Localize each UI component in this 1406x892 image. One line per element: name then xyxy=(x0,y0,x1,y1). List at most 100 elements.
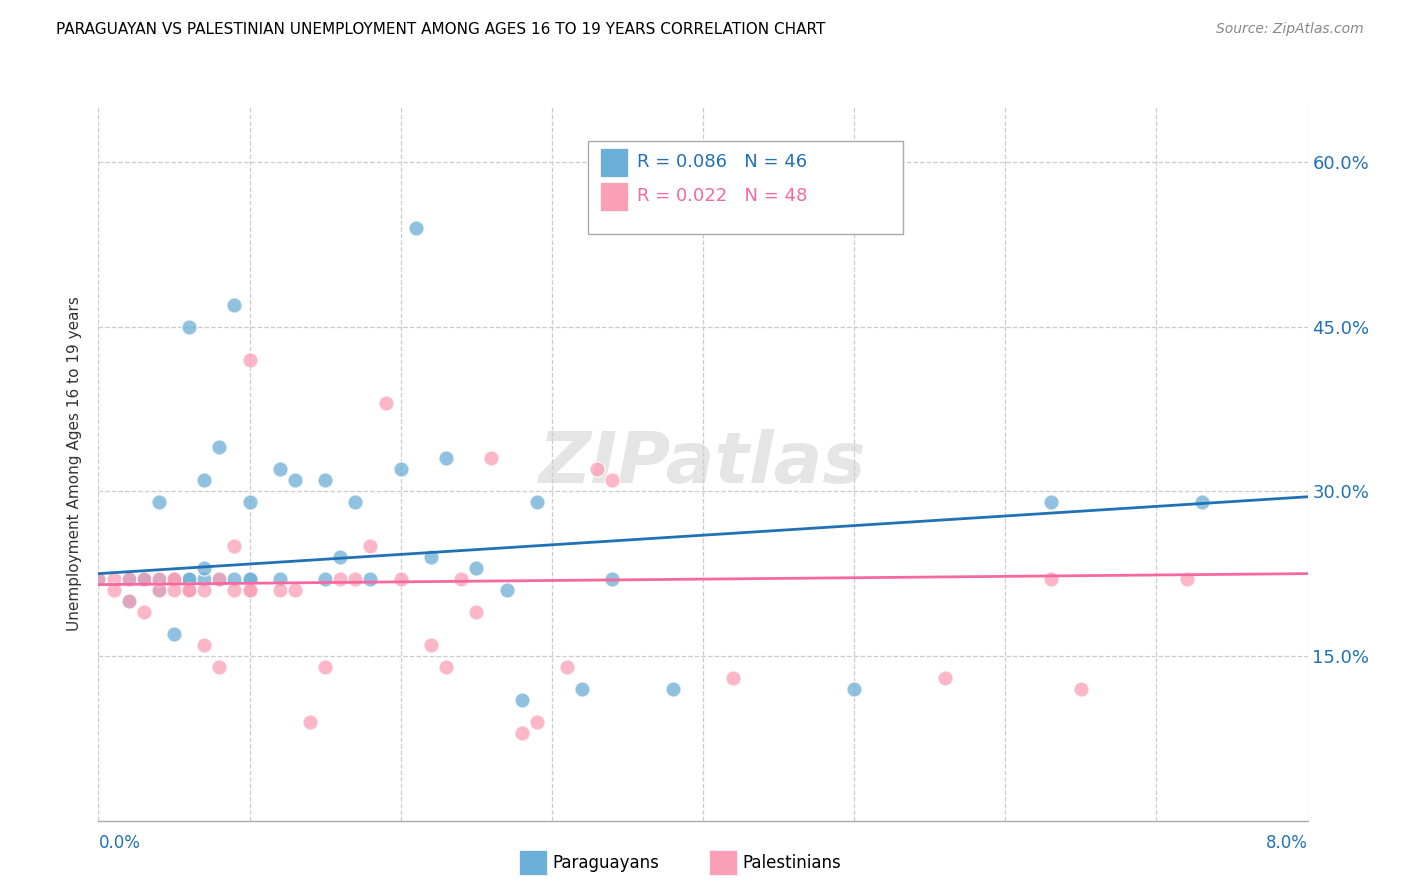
Point xyxy=(148,583,170,598)
Point xyxy=(555,660,578,674)
Point xyxy=(179,572,201,586)
Point xyxy=(360,572,382,586)
Point xyxy=(450,572,472,586)
Y-axis label: Unemployment Among Ages 16 to 19 years: Unemployment Among Ages 16 to 19 years xyxy=(67,296,83,632)
Point xyxy=(571,681,593,696)
Text: Paraguayans: Paraguayans xyxy=(553,854,659,871)
Point xyxy=(163,572,186,586)
Point xyxy=(132,572,155,586)
Point xyxy=(374,396,396,410)
Point xyxy=(510,726,533,740)
Point xyxy=(526,714,548,729)
Point xyxy=(510,693,533,707)
Point xyxy=(434,660,457,674)
Point xyxy=(420,550,443,565)
Point xyxy=(314,572,336,586)
Point xyxy=(132,572,155,586)
Point xyxy=(239,572,262,586)
Point xyxy=(602,473,624,487)
Point xyxy=(844,681,866,696)
Point xyxy=(1039,572,1062,586)
Text: R = 0.022   N = 48: R = 0.022 N = 48 xyxy=(637,187,807,205)
Point xyxy=(193,561,215,575)
Point xyxy=(314,473,336,487)
Point xyxy=(193,473,215,487)
Text: R = 0.086   N = 46: R = 0.086 N = 46 xyxy=(637,153,807,171)
Point xyxy=(118,594,141,608)
Point xyxy=(132,605,155,619)
Point xyxy=(329,550,352,565)
Point xyxy=(148,495,170,509)
Point xyxy=(344,572,367,586)
Point xyxy=(118,572,141,586)
Point xyxy=(208,572,231,586)
Point xyxy=(269,572,291,586)
Point xyxy=(148,583,170,598)
Point xyxy=(239,583,262,598)
Point xyxy=(239,583,262,598)
Point xyxy=(193,572,215,586)
Point xyxy=(148,572,170,586)
Point xyxy=(208,441,231,455)
Point xyxy=(179,583,201,598)
Point xyxy=(163,583,186,598)
Point xyxy=(420,638,443,652)
Point xyxy=(132,572,155,586)
Point xyxy=(87,572,110,586)
Point xyxy=(224,572,246,586)
Point xyxy=(1039,495,1062,509)
Point xyxy=(239,352,262,367)
Point xyxy=(360,539,382,553)
Point xyxy=(193,583,215,598)
Point xyxy=(602,572,624,586)
Point xyxy=(224,539,246,553)
Point xyxy=(179,583,201,598)
Point xyxy=(179,583,201,598)
Point xyxy=(163,627,186,641)
Point xyxy=(193,638,215,652)
Point xyxy=(208,660,231,674)
Point xyxy=(208,572,231,586)
Point xyxy=(723,671,745,685)
Point xyxy=(495,583,517,598)
Text: Source: ZipAtlas.com: Source: ZipAtlas.com xyxy=(1216,22,1364,37)
Point xyxy=(269,462,291,476)
Point xyxy=(465,605,488,619)
Point xyxy=(87,572,110,586)
Text: Palestinians: Palestinians xyxy=(742,854,841,871)
Point xyxy=(1191,495,1213,509)
Text: 8.0%: 8.0% xyxy=(1265,834,1308,852)
Point xyxy=(103,583,125,598)
Point xyxy=(299,714,322,729)
Point xyxy=(224,298,246,312)
Point xyxy=(662,681,685,696)
Point xyxy=(1070,681,1092,696)
Point xyxy=(344,495,367,509)
Point xyxy=(269,583,291,598)
Point xyxy=(163,572,186,586)
Text: ZIPatlas: ZIPatlas xyxy=(540,429,866,499)
Point xyxy=(163,572,186,586)
Point xyxy=(284,583,307,598)
Point xyxy=(224,583,246,598)
Text: 0.0%: 0.0% xyxy=(98,834,141,852)
Point xyxy=(405,220,427,235)
Point xyxy=(148,572,170,586)
Point xyxy=(1175,572,1198,586)
Point xyxy=(526,495,548,509)
Point xyxy=(103,572,125,586)
Point xyxy=(465,561,488,575)
Text: PARAGUAYAN VS PALESTINIAN UNEMPLOYMENT AMONG AGES 16 TO 19 YEARS CORRELATION CHA: PARAGUAYAN VS PALESTINIAN UNEMPLOYMENT A… xyxy=(56,22,825,37)
Point xyxy=(329,572,352,586)
Point xyxy=(389,572,412,586)
Point xyxy=(934,671,956,685)
Point xyxy=(118,594,141,608)
Point xyxy=(163,572,186,586)
Point xyxy=(434,451,457,466)
Point xyxy=(239,495,262,509)
Point xyxy=(118,572,141,586)
Point xyxy=(284,473,307,487)
Point xyxy=(481,451,503,466)
Point xyxy=(586,462,609,476)
Point xyxy=(314,660,336,674)
